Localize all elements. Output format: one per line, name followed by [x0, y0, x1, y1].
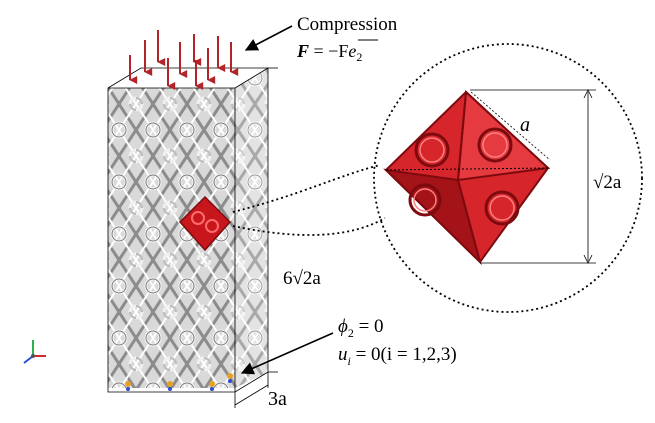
boundary-pointer [240, 332, 334, 375]
lattice-block [107, 67, 269, 393]
depth-dimension [234, 372, 269, 408]
edge-dimension-line [470, 91, 551, 161]
depth-label: 3a [268, 388, 287, 410]
compression-title: Compression [297, 14, 398, 35]
coordinate-triad-icon [23, 340, 46, 364]
height-cell-dimension [470, 89, 596, 264]
enlarged-unit-cell [383, 89, 551, 266]
phi-equation: ϕ2 = 0 [338, 316, 384, 340]
highlighted-unit-cell [178, 195, 232, 252]
support-points [125, 373, 233, 391]
u-equation: ui = 0(i = 1,2,3) [338, 344, 457, 368]
cell-height-label: √2a [593, 172, 622, 193]
compression-arrows [129, 30, 239, 90]
lattice-front-face [108, 88, 235, 388]
force-equation: F = −Fe2 [296, 41, 362, 64]
edge-label-a: a [520, 114, 530, 136]
lattice-side-face [235, 68, 268, 388]
zoom-connector-bottom [232, 217, 386, 236]
height-dimension [268, 67, 278, 373]
height-label: 6√2a [283, 268, 321, 289]
compression-pointer [244, 25, 293, 51]
zoom-circle [373, 43, 643, 313]
